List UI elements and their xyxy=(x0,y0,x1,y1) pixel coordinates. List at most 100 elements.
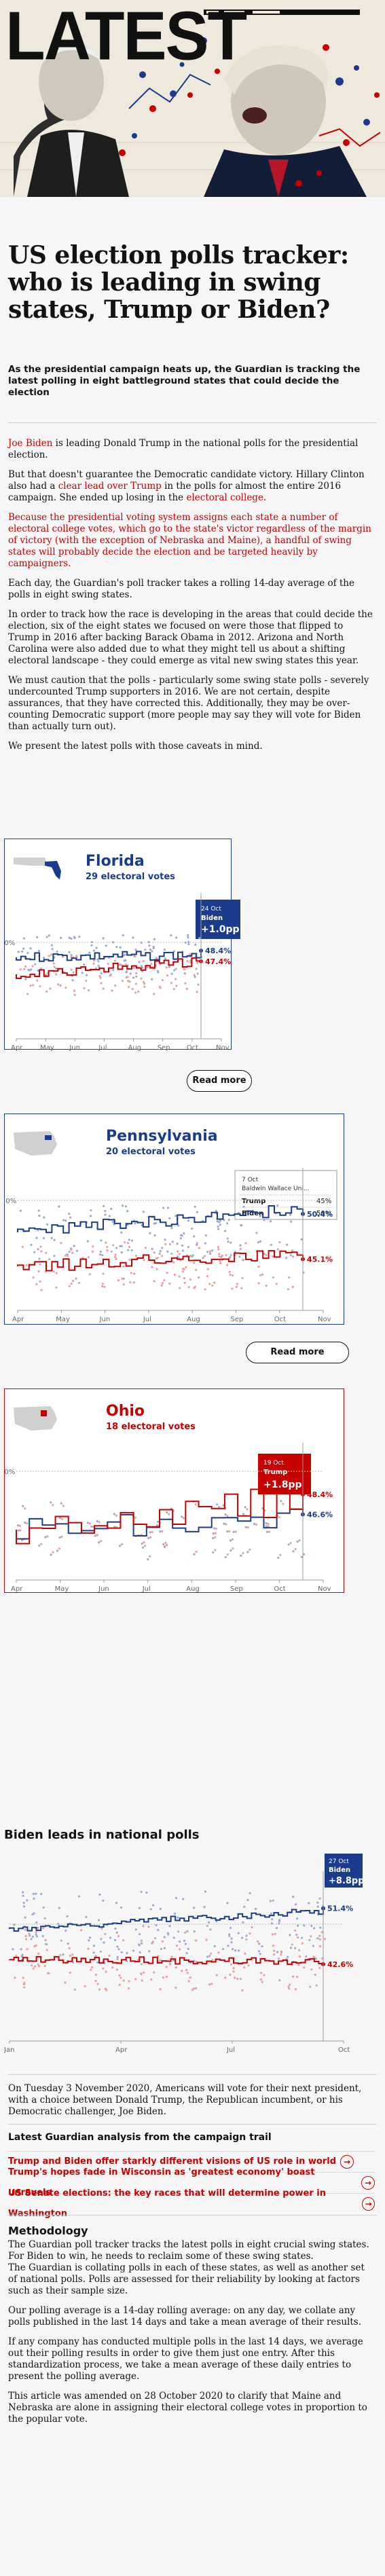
florida-chart-svg: Florida 29 electoral votes 24 Oct Biden … xyxy=(4,839,240,1052)
poll-dot-dem xyxy=(98,1893,101,1896)
poll-dot-rep xyxy=(215,1527,217,1530)
poll-dot-dem xyxy=(271,1918,274,1921)
poll-dot-rep xyxy=(177,1250,179,1253)
rep-series-line xyxy=(17,1250,304,1272)
poll-dot-dem xyxy=(229,1255,232,1259)
poll-dot-dem xyxy=(21,1955,24,1957)
poll-dot-rep xyxy=(219,1262,222,1265)
poll-dot-dem xyxy=(127,1249,130,1251)
poll-dot-dem xyxy=(147,1558,149,1561)
poll-dot-rep xyxy=(96,1534,99,1537)
poll-dot-rep xyxy=(122,1979,125,1982)
poll-dot-rep xyxy=(35,1931,37,1934)
poll-dot-dem xyxy=(45,1943,48,1945)
poll-dot-rep xyxy=(113,1255,117,1258)
poll-dot-dem xyxy=(30,1243,33,1247)
ohio-ev: 18 electoral votes xyxy=(106,1422,196,1432)
related-link-3[interactable]: US Senate elections: the key races that … xyxy=(8,2188,375,2219)
poll-dot-rep xyxy=(32,1276,35,1279)
poll-dot-rep xyxy=(73,989,76,992)
poll-dot-dem xyxy=(21,950,24,953)
poll-dot-rep xyxy=(294,1547,297,1551)
link-voting-system[interactable]: Because the presidential voting system a… xyxy=(8,512,338,534)
poll-dot-rep xyxy=(142,1925,145,1928)
poll-dot-rep xyxy=(150,1978,153,1981)
poll-dot-dem xyxy=(149,1908,152,1911)
poll-dot-rep xyxy=(193,1262,196,1264)
poll-dot-rep xyxy=(296,1975,299,1979)
florida-read-more-button[interactable]: Read more xyxy=(187,1070,252,1092)
poll-dot-rep xyxy=(131,988,134,991)
related-link-1[interactable]: Trump and Biden offer starkly different … xyxy=(8,2151,375,2172)
related-link-2[interactable]: Trump's hopes fade in Wisconsin as 'grea… xyxy=(8,2167,375,2198)
standfirst: As the presidential campaign heats up, t… xyxy=(8,364,361,398)
poll-dot-dem xyxy=(71,979,74,982)
poll-dot-rep xyxy=(205,1938,208,1941)
poll-dot-dem xyxy=(226,1530,229,1533)
poll-dot-dem xyxy=(171,1240,174,1243)
poll-dot-dem xyxy=(172,1936,175,1939)
link-joe-biden[interactable]: Joe Biden xyxy=(8,438,53,449)
poll-dot-dem xyxy=(132,936,134,939)
poll-dot-dem xyxy=(163,1545,166,1548)
poll-dot-dem xyxy=(265,1525,268,1528)
poll-dot-dem xyxy=(135,975,138,978)
poll-dot-dem xyxy=(240,1554,242,1557)
poll-dot-dem xyxy=(184,941,187,944)
pennsylvania-read-more-button[interactable]: Read more xyxy=(246,1342,349,1363)
poll-dot-dem xyxy=(35,1935,39,1938)
arrow-right-icon: → xyxy=(362,2197,375,2211)
poll-dot-dem xyxy=(115,946,118,949)
rep-value-label: 48.4% xyxy=(307,1490,333,1499)
link-electoral-college[interactable]: electoral college xyxy=(186,492,263,503)
poll-dot-rep xyxy=(105,1989,108,1991)
rep-value-label: 42.6% xyxy=(327,1960,353,1969)
poll-dot-dem xyxy=(149,949,151,951)
poll-dot-rep xyxy=(127,1987,130,1990)
link-clear-lead[interactable]: clear lead over Trump xyxy=(58,481,162,492)
poll-dot-rep xyxy=(318,1945,322,1948)
poll-dot-rep xyxy=(168,1962,171,1965)
poll-dot-dem xyxy=(22,1894,24,1897)
poll-dot-dem xyxy=(100,1938,103,1940)
poll-dot-rep xyxy=(211,1284,214,1287)
florida-plot-area: 50% Apr May Jun Jul Aug Sep Oct Nov 48.4% 47.4% xyxy=(4,893,231,1052)
poll-dot-dem xyxy=(34,963,37,965)
poll-dot-dem xyxy=(151,1247,153,1250)
poll-dot-rep xyxy=(183,968,186,971)
poll-dot-dem xyxy=(179,1237,182,1240)
poll-dot-dem xyxy=(175,1215,177,1217)
poll-dot-rep xyxy=(32,984,35,987)
poll-dot-rep xyxy=(228,1270,231,1273)
poll-dot-dem xyxy=(164,957,167,960)
poll-dot-dem xyxy=(23,1905,26,1908)
poll-dot-rep xyxy=(31,965,34,968)
x-tick-label: Jul xyxy=(142,1585,151,1593)
poll-dot-rep xyxy=(291,1249,294,1252)
poll-dot-rep xyxy=(37,1270,40,1273)
poll-dot-dem xyxy=(184,1943,187,1945)
poll-dot-rep xyxy=(52,1551,54,1553)
poll-dot-dem xyxy=(276,1951,279,1953)
poll-dot-rep xyxy=(219,1259,221,1262)
poll-dot-rep xyxy=(189,953,191,956)
poll-dot-rep xyxy=(203,1255,206,1257)
ohio-title: Ohio xyxy=(106,1403,145,1420)
poll-dot-dem xyxy=(36,936,39,938)
poll-dot-rep xyxy=(318,1934,321,1937)
poll-dot-rep xyxy=(37,1963,39,1966)
dem-series-line xyxy=(17,1205,304,1234)
poll-dot-dem xyxy=(186,1930,189,1933)
poll-dot-rep xyxy=(259,1274,262,1276)
pennsylvania-tip-value-trump: 45% xyxy=(316,1198,331,1205)
poll-dot-rep xyxy=(24,1507,26,1510)
methodology-p4: If any company has conducted multiple po… xyxy=(8,2336,363,2382)
poll-dot-rep xyxy=(179,1287,181,1289)
poll-dot-rep xyxy=(142,1971,145,1974)
poll-dot-dem xyxy=(38,1257,41,1260)
poll-dot-dem xyxy=(85,1915,88,1919)
poll-dot-dem xyxy=(138,1907,141,1909)
poll-dot-dem xyxy=(35,1933,37,1936)
poll-dot-rep xyxy=(140,1963,143,1966)
poll-dot-dem xyxy=(59,936,62,939)
